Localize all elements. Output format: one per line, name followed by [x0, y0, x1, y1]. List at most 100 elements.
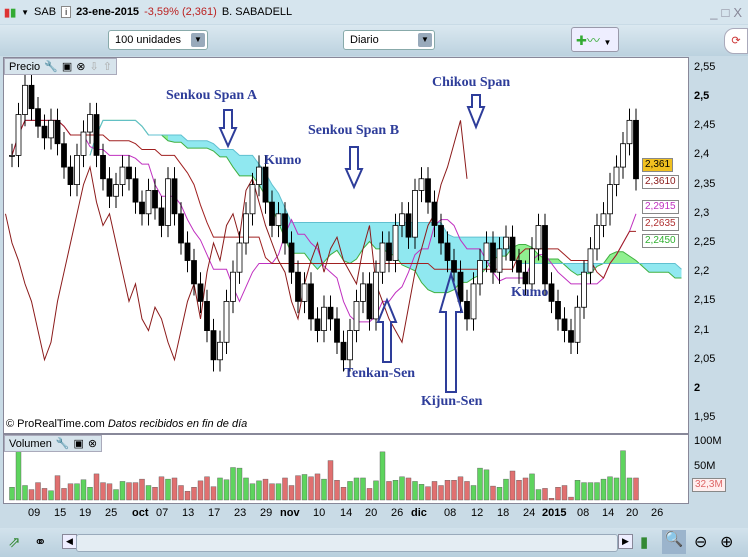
volume-bar — [158, 476, 165, 501]
symbol-dropdown-icon[interactable]: ▼ — [21, 7, 30, 17]
kumo-cloud-segment — [675, 263, 682, 279]
x-tick-label: 08 — [444, 507, 457, 519]
horizontal-scrollbar[interactable] — [76, 534, 618, 552]
chikou-span-line — [5, 120, 468, 362]
chart-type-icon[interactable]: ⚭ — [34, 534, 47, 551]
candle — [22, 84, 28, 115]
y-tick-label: 2,1 — [694, 323, 710, 336]
candle — [184, 242, 191, 261]
candle — [223, 300, 230, 343]
volume-bar — [600, 478, 607, 501]
refresh-icon[interactable]: ⟳ — [724, 28, 748, 54]
candle — [347, 330, 353, 361]
move-up-icon[interactable]: ⇧ — [102, 61, 112, 73]
candle — [230, 271, 236, 302]
candle — [48, 119, 54, 139]
candle — [392, 225, 399, 261]
volume-bar — [48, 490, 54, 501]
y-tick-label: 2 — [694, 382, 701, 394]
close-button[interactable]: X — [733, 4, 742, 20]
scroll-right-button[interactable]: ▶ — [618, 534, 633, 549]
kumo-cloud-segment — [168, 134, 175, 143]
wrench-icon[interactable]: 🔧 — [44, 61, 58, 73]
kumo-cloud-segment — [324, 222, 331, 262]
units-value: 100 unidades — [115, 34, 182, 46]
close-icon[interactable]: ⊗ — [87, 438, 98, 450]
volume-bar — [67, 483, 74, 501]
candle — [61, 143, 67, 168]
annotation-chikou: Chikou Span — [432, 75, 511, 90]
volume-bar — [262, 478, 269, 501]
candle — [503, 236, 509, 250]
candle — [581, 271, 587, 308]
zoom-out-icon[interactable]: ⊖ — [694, 534, 708, 551]
candle-icon[interactable]: ▮ — [640, 534, 649, 551]
volume-bar — [607, 476, 613, 501]
x-tick-label: 15 — [54, 507, 67, 519]
candle — [191, 260, 197, 285]
candle — [87, 114, 93, 133]
candle — [522, 271, 529, 285]
candle — [373, 271, 379, 320]
volume-bar — [223, 479, 230, 501]
units-select[interactable]: 100 unidades ▼ — [108, 30, 208, 50]
indicators-button[interactable]: ✚〰 ▼ — [571, 27, 619, 52]
window-icon[interactable]: ▣ — [73, 438, 84, 450]
candle — [542, 225, 548, 285]
volume-bar — [106, 483, 113, 501]
symbol[interactable]: SAB — [34, 6, 57, 18]
scroll-left-button[interactable]: ◀ — [62, 534, 77, 549]
bottom-toolbar: ⇗ ⚭ ◀ ▶ ▮ 🔍 ⊖ ⊕ — [0, 528, 748, 557]
volume-bar — [490, 485, 496, 501]
x-tick-label: 24 — [523, 507, 536, 519]
window-icon[interactable]: ▣ — [61, 61, 73, 73]
auto-zoom-icon[interactable]: 🔍 — [662, 530, 686, 554]
volume-bar — [496, 487, 503, 501]
chevron-down-icon: ▼ — [418, 33, 432, 47]
zoom-in-icon[interactable]: ⊕ — [720, 534, 734, 551]
y-tick-label: 2,35 — [694, 177, 716, 190]
maximize-button[interactable]: □ — [721, 4, 730, 20]
wrench-icon[interactable]: 🔧 — [55, 438, 70, 450]
price-tag: 2,361 — [642, 158, 674, 172]
candle — [301, 283, 308, 302]
move-down-icon[interactable]: ⇩ — [89, 61, 99, 73]
volume-bar — [613, 477, 620, 501]
candle — [35, 108, 41, 127]
close-icon[interactable]: ⊗ — [76, 61, 86, 73]
volume-bar — [392, 480, 399, 501]
kumo-cloud-segment — [298, 222, 305, 254]
volume-bar — [503, 478, 509, 501]
volume-bar — [555, 487, 561, 501]
minimize-button[interactable]: _ — [710, 4, 718, 20]
y-tick-label: 2,45 — [694, 119, 716, 132]
candle — [568, 330, 574, 343]
volume-bar — [516, 480, 522, 501]
candle — [425, 178, 431, 203]
kumo-cloud-segment — [337, 222, 344, 261]
y-tick-label: 2,55 — [694, 60, 716, 73]
x-tick-label: 26 — [651, 507, 664, 519]
candle — [74, 155, 80, 186]
volume-pane-header: Volumen 🔧 ▣ ⊗ — [4, 435, 103, 452]
period-select[interactable]: Diario ▼ — [343, 30, 435, 50]
candle — [282, 213, 288, 244]
volume-bar — [197, 480, 204, 501]
volume-bar — [633, 477, 639, 501]
volume-bar — [132, 482, 139, 501]
volume-bar — [470, 485, 477, 501]
export-icon[interactable]: ⇗ — [8, 534, 21, 551]
volume-bar — [626, 477, 633, 501]
volume-bar — [74, 483, 80, 501]
annotation-kumo: Kumo — [264, 153, 302, 168]
volume-bar — [249, 483, 256, 501]
candle — [555, 300, 561, 320]
volume-bar — [509, 470, 516, 501]
volume-bar — [464, 481, 470, 501]
volume-chart — [9, 442, 639, 501]
volume-bar — [438, 485, 444, 501]
candlestick-icon[interactable]: ▮▮ — [4, 6, 17, 19]
info-icon[interactable]: i — [61, 6, 72, 18]
kumo-cloud-segment — [649, 263, 656, 273]
instrument-name: B. SABADELL — [221, 6, 293, 18]
